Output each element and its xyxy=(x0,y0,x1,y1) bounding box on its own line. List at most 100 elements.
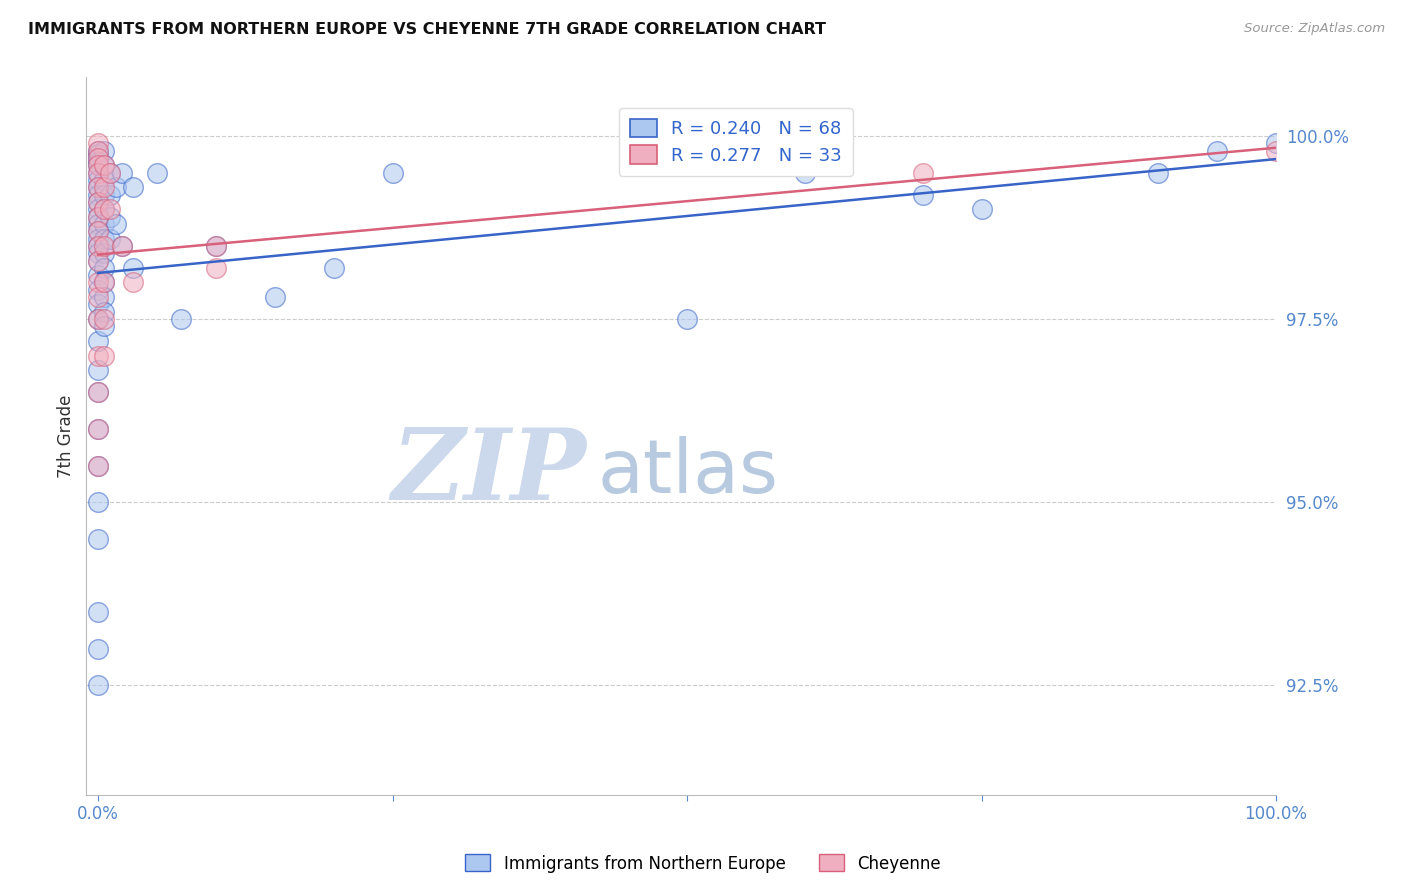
Point xyxy=(87,136,110,151)
Legend: R = 0.240   N = 68, R = 0.277   N = 33: R = 0.240 N = 68, R = 0.277 N = 33 xyxy=(619,108,853,176)
Point xyxy=(169,312,191,326)
Point xyxy=(122,276,145,290)
Point xyxy=(111,239,134,253)
Point xyxy=(87,297,110,311)
Point xyxy=(87,422,110,436)
Point xyxy=(87,283,110,297)
Point xyxy=(87,641,110,656)
Point xyxy=(793,166,815,180)
Point xyxy=(93,276,115,290)
Point xyxy=(87,210,110,224)
Point xyxy=(93,319,115,334)
Point xyxy=(146,166,169,180)
Point xyxy=(93,290,115,304)
Point xyxy=(87,151,110,165)
Point xyxy=(87,422,110,436)
Point xyxy=(87,180,110,194)
Point xyxy=(87,144,110,158)
Point xyxy=(87,334,110,348)
Point xyxy=(205,239,228,253)
Point xyxy=(1206,144,1229,158)
Point xyxy=(93,217,115,231)
Point xyxy=(93,202,115,217)
Point xyxy=(87,217,110,231)
Point xyxy=(911,166,934,180)
Point xyxy=(87,202,110,217)
Point xyxy=(122,180,145,194)
Point xyxy=(98,231,121,245)
Point xyxy=(263,290,285,304)
Point xyxy=(98,202,121,217)
Point xyxy=(93,180,115,194)
Point xyxy=(87,166,110,180)
Point xyxy=(87,224,110,238)
Point xyxy=(87,147,110,161)
Point xyxy=(93,187,115,202)
Point xyxy=(87,166,110,180)
Point xyxy=(1147,166,1170,180)
Point xyxy=(87,239,110,253)
Point xyxy=(87,385,110,400)
Point xyxy=(970,202,993,217)
Y-axis label: 7th Grade: 7th Grade xyxy=(58,394,75,478)
Point xyxy=(87,290,110,304)
Point xyxy=(87,158,110,172)
Point xyxy=(93,158,115,172)
Point xyxy=(87,363,110,377)
Point xyxy=(911,187,934,202)
Point xyxy=(87,154,110,169)
Point xyxy=(87,187,110,202)
Point xyxy=(104,217,127,231)
Point xyxy=(93,158,115,172)
Point xyxy=(87,180,110,194)
Point xyxy=(87,144,110,158)
Point xyxy=(93,239,115,253)
Point xyxy=(87,194,110,209)
Point xyxy=(93,144,115,158)
Text: IMMIGRANTS FROM NORTHERN EUROPE VS CHEYENNE 7TH GRADE CORRELATION CHART: IMMIGRANTS FROM NORTHERN EUROPE VS CHEYE… xyxy=(28,22,827,37)
Point xyxy=(98,166,121,180)
Point xyxy=(87,151,110,165)
Point xyxy=(87,210,110,224)
Point xyxy=(87,173,110,187)
Point xyxy=(93,312,115,326)
Point xyxy=(205,260,228,275)
Point xyxy=(87,458,110,473)
Point xyxy=(93,202,115,217)
Point xyxy=(87,194,110,209)
Point xyxy=(87,678,110,692)
Point xyxy=(87,253,110,268)
Point xyxy=(98,187,121,202)
Point xyxy=(104,180,127,194)
Point xyxy=(676,312,699,326)
Point xyxy=(111,166,134,180)
Point xyxy=(1265,136,1288,151)
Text: ZIP: ZIP xyxy=(391,424,586,520)
Point xyxy=(93,173,115,187)
Text: atlas: atlas xyxy=(598,435,779,508)
Point xyxy=(93,246,115,260)
Point xyxy=(87,231,110,245)
Text: Source: ZipAtlas.com: Source: ZipAtlas.com xyxy=(1244,22,1385,36)
Point xyxy=(87,276,110,290)
Point xyxy=(122,260,145,275)
Point xyxy=(205,239,228,253)
Point xyxy=(87,495,110,509)
Point xyxy=(93,305,115,319)
Point xyxy=(93,260,115,275)
Point xyxy=(87,239,110,253)
Point xyxy=(87,312,110,326)
Point xyxy=(87,253,110,268)
Point xyxy=(87,458,110,473)
Point xyxy=(87,349,110,363)
Point xyxy=(87,532,110,546)
Point xyxy=(87,385,110,400)
Legend: Immigrants from Northern Europe, Cheyenne: Immigrants from Northern Europe, Cheyenn… xyxy=(458,847,948,880)
Point xyxy=(93,349,115,363)
Point xyxy=(93,276,115,290)
Point xyxy=(87,224,110,238)
Point xyxy=(98,166,121,180)
Point xyxy=(93,231,115,245)
Point xyxy=(98,210,121,224)
Point xyxy=(87,246,110,260)
